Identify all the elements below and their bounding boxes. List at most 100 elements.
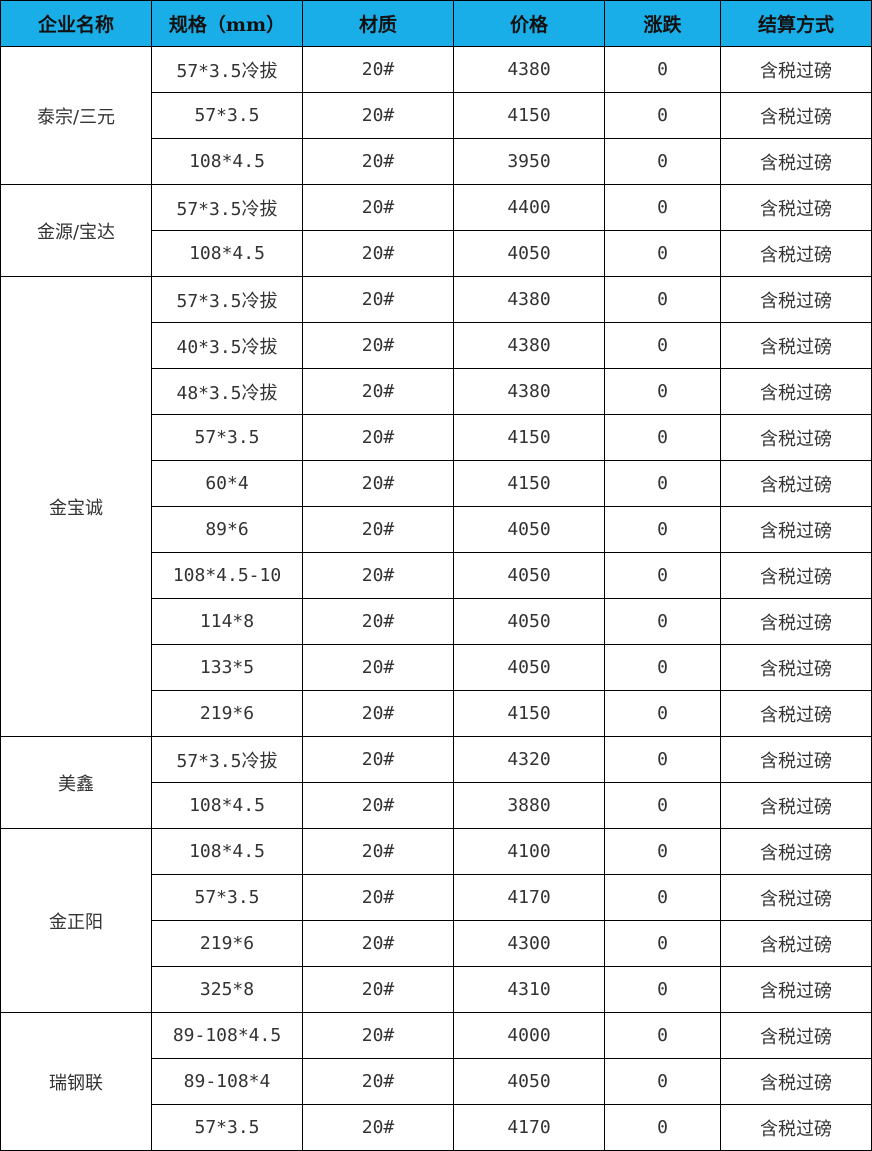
price-cell: 4320 — [453, 736, 605, 783]
table-row: 57*3.5 20# 4150 0 含税过磅 — [1, 414, 872, 461]
settlement-cell: 含税过磅 — [720, 506, 872, 553]
spec-cell: 57*3.5 — [151, 414, 303, 461]
price-cell: 4170 — [453, 874, 605, 921]
material-cell: 20# — [302, 506, 454, 553]
price-cell: 4050 — [453, 598, 605, 645]
table-row: 108*4.5 20# 4050 0 含税过磅 — [1, 230, 872, 277]
material-cell: 20# — [302, 828, 454, 875]
change-cell: 0 — [604, 138, 721, 185]
material-cell: 20# — [302, 1058, 454, 1105]
settlement-cell: 含税过磅 — [720, 552, 872, 599]
price-cell: 4050 — [453, 644, 605, 691]
spec-cell: 219*6 — [151, 920, 303, 967]
change-cell: 0 — [604, 184, 721, 231]
price-cell: 4150 — [453, 460, 605, 507]
header-change: 涨跌 — [604, 0, 721, 47]
settlement-cell: 含税过磅 — [720, 368, 872, 415]
company-cell: 瑞钢联 — [0, 1012, 152, 1151]
material-cell: 20# — [302, 598, 454, 645]
spec-cell: 133*5 — [151, 644, 303, 691]
settlement-cell: 含税过磅 — [720, 690, 872, 737]
settlement-cell: 含税过磅 — [720, 92, 872, 139]
material-cell: 20# — [302, 460, 454, 507]
table-row: 219*6 20# 4300 0 含税过磅 — [1, 920, 872, 967]
table-row: 133*5 20# 4050 0 含税过磅 — [1, 644, 872, 691]
price-cell: 4050 — [453, 230, 605, 277]
price-cell: 4000 — [453, 1012, 605, 1059]
table-row: 57*3.5 20# 4170 0 含税过磅 — [1, 1104, 872, 1151]
price-cell: 4050 — [453, 1058, 605, 1105]
material-cell: 20# — [302, 690, 454, 737]
material-cell: 20# — [302, 920, 454, 967]
material-cell: 20# — [302, 414, 454, 461]
change-cell: 0 — [604, 736, 721, 783]
change-cell: 0 — [604, 552, 721, 599]
spec-cell: 57*3.5 — [151, 92, 303, 139]
change-cell: 0 — [604, 828, 721, 875]
table-row: 89-108*4 20# 4050 0 含税过磅 — [1, 1058, 872, 1105]
change-cell: 0 — [604, 690, 721, 737]
material-cell: 20# — [302, 138, 454, 185]
table-row: 108*4.5 20# 3880 0 含税过磅 — [1, 782, 872, 829]
change-cell: 0 — [604, 414, 721, 461]
price-cell: 4310 — [453, 966, 605, 1013]
settlement-cell: 含税过磅 — [720, 920, 872, 967]
spec-cell: 89*6 — [151, 506, 303, 553]
spec-cell: 57*3.5 — [151, 874, 303, 921]
header-material: 材质 — [302, 0, 454, 47]
spec-cell: 325*8 — [151, 966, 303, 1013]
price-cell: 4050 — [453, 506, 605, 553]
spec-cell: 108*4.5 — [151, 138, 303, 185]
change-cell: 0 — [604, 506, 721, 553]
spec-cell: 108*4.5 — [151, 230, 303, 277]
material-cell: 20# — [302, 322, 454, 369]
material-cell: 20# — [302, 46, 454, 93]
price-cell: 4300 — [453, 920, 605, 967]
settlement-cell: 含税过磅 — [720, 138, 872, 185]
spec-cell: 57*3.5冷拔 — [151, 46, 303, 93]
material-cell: 20# — [302, 368, 454, 415]
table-row: 57*3.5 20# 4170 0 含税过磅 — [1, 874, 872, 921]
change-cell: 0 — [604, 322, 721, 369]
spec-cell: 40*3.5冷拔 — [151, 322, 303, 369]
spec-cell: 89-108*4 — [151, 1058, 303, 1105]
change-cell: 0 — [604, 92, 721, 139]
change-cell: 0 — [604, 1058, 721, 1105]
price-cell: 3880 — [453, 782, 605, 829]
price-cell: 4380 — [453, 46, 605, 93]
spec-cell: 114*8 — [151, 598, 303, 645]
price-cell: 4170 — [453, 1104, 605, 1151]
spec-cell: 60*4 — [151, 460, 303, 507]
settlement-cell: 含税过磅 — [720, 828, 872, 875]
company-cell: 金宝诚 — [0, 276, 152, 737]
header-settlement: 结算方式 — [720, 0, 872, 47]
table-row: 瑞钢联 89-108*4.5 20# 4000 0 含税过磅 — [0, 1012, 872, 1151]
price-cell: 3950 — [453, 138, 605, 185]
price-cell: 4400 — [453, 184, 605, 231]
change-cell: 0 — [604, 1012, 721, 1059]
price-cell: 4150 — [453, 414, 605, 461]
settlement-cell: 含税过磅 — [720, 644, 872, 691]
material-cell: 20# — [302, 230, 454, 277]
settlement-cell: 含税过磅 — [720, 414, 872, 461]
material-cell: 20# — [302, 184, 454, 231]
company-cell: 美鑫 — [0, 736, 152, 829]
settlement-cell: 含税过磅 — [720, 276, 872, 323]
material-cell: 20# — [302, 966, 454, 1013]
material-cell: 20# — [302, 552, 454, 599]
header-row: 企业名称 规格（mm） 材质 价格 涨跌 结算方式 — [0, 0, 872, 47]
material-cell: 20# — [302, 874, 454, 921]
spec-cell: 89-108*4.5 — [151, 1012, 303, 1059]
settlement-cell: 含税过磅 — [720, 1104, 872, 1151]
spec-cell: 108*4.5-10 — [151, 552, 303, 599]
settlement-cell: 含税过磅 — [720, 322, 872, 369]
change-cell: 0 — [604, 966, 721, 1013]
spec-cell: 57*3.5冷拔 — [151, 276, 303, 323]
table-row: 美鑫 57*3.5冷拔 20# 4320 0 含税过磅 — [0, 736, 872, 829]
price-cell: 4150 — [453, 92, 605, 139]
table-row: 114*8 20# 4050 0 含税过磅 — [1, 598, 872, 645]
price-cell: 4380 — [453, 368, 605, 415]
settlement-cell: 含税过磅 — [720, 736, 872, 783]
spec-cell: 57*3.5冷拔 — [151, 184, 303, 231]
settlement-cell: 含税过磅 — [720, 184, 872, 231]
